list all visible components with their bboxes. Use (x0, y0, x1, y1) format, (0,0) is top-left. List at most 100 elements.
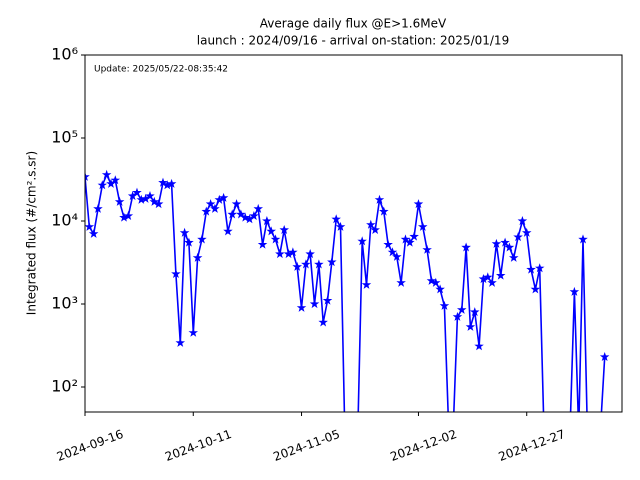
x-tick-label: 2024-10-11 (163, 427, 233, 464)
data-point (591, 427, 601, 436)
data-point (132, 187, 142, 197)
data-point (158, 177, 168, 187)
data-point (522, 227, 532, 237)
x-tick-label: 2024-09-16 (55, 427, 125, 464)
data-point (405, 237, 415, 247)
data-point (218, 192, 229, 202)
data-point (153, 199, 164, 209)
data-point (366, 219, 376, 229)
data-point (231, 199, 242, 209)
data-point (418, 221, 428, 231)
data-point (240, 212, 250, 222)
data-point (435, 284, 445, 294)
data-point (119, 212, 129, 222)
data-point (400, 234, 411, 244)
data-point (578, 234, 588, 244)
data-point (296, 302, 307, 312)
data-point (383, 239, 393, 249)
data-point (431, 277, 441, 287)
data-point (340, 427, 350, 436)
data-point (565, 427, 575, 436)
x-tick-label: 2024-11-05 (271, 427, 341, 464)
data-point (413, 199, 424, 209)
data-point (478, 274, 489, 284)
y-tick-label: 10⁵ (51, 128, 78, 147)
chart-subtitle: launch : 2024/09/16 - arrival on-station… (197, 34, 509, 48)
data-point (331, 214, 341, 224)
data-point (392, 251, 402, 261)
data-point (262, 216, 272, 226)
data-point (596, 427, 606, 436)
data-point (513, 232, 523, 242)
data-point (188, 327, 198, 337)
data-point (322, 295, 333, 305)
data-point (205, 199, 216, 209)
data-point (370, 225, 380, 234)
data-point (171, 269, 181, 278)
data-point (491, 238, 502, 248)
data-point (309, 299, 320, 309)
data-point (509, 252, 519, 262)
data-point (140, 193, 151, 203)
data-point (123, 211, 134, 220)
data-point (387, 247, 398, 257)
data-point (257, 239, 268, 249)
data-point (110, 175, 121, 185)
data-point (292, 261, 302, 271)
data-point (305, 249, 315, 259)
data-point (396, 277, 406, 287)
data-point (279, 225, 289, 234)
data-point (353, 427, 363, 436)
data-point (85, 221, 95, 231)
data-point (214, 194, 224, 204)
data-point (409, 231, 419, 241)
data-point (179, 227, 190, 237)
chart-title: Average daily flux @E>1.6MeV (260, 17, 447, 31)
data-point (210, 203, 220, 213)
data-point (145, 191, 155, 201)
data-point (249, 211, 259, 220)
data-point (288, 247, 298, 257)
data-point (275, 249, 285, 259)
data-point (357, 236, 367, 246)
data-point (184, 237, 194, 247)
data-point (223, 226, 233, 236)
data-point (253, 203, 263, 213)
data-point (574, 427, 584, 436)
x-tick-label: 2024-12-02 (388, 427, 458, 464)
data-point (283, 249, 294, 259)
series-line (85, 172, 606, 412)
y-tick-label: 10⁴ (51, 211, 78, 230)
data-point (314, 259, 324, 269)
data-point (487, 277, 497, 287)
data-point (587, 427, 597, 436)
data-point (201, 206, 211, 216)
data-point (149, 196, 159, 206)
data-point (327, 257, 337, 267)
data-point (457, 304, 467, 314)
y-tick-label: 10⁶ (51, 45, 78, 64)
axes-frame (84, 54, 623, 413)
data-point (197, 234, 207, 244)
data-point (114, 196, 125, 206)
data-point (270, 234, 281, 244)
data-point (101, 169, 112, 179)
data-point (349, 427, 359, 436)
plot-area (85, 169, 610, 436)
data-point (335, 221, 346, 231)
y-axis-label: Integrated flux (#/cm².s.sr) (25, 151, 39, 315)
data-point (192, 252, 203, 262)
data-point (301, 259, 311, 269)
data-point (452, 311, 463, 321)
x-tick-label: 2024-12-27 (497, 427, 567, 464)
data-point (266, 226, 276, 236)
data-point (465, 321, 476, 331)
data-point (470, 307, 480, 317)
data-point (535, 263, 545, 273)
data-point (439, 300, 450, 310)
data-point (88, 228, 99, 238)
data-point (569, 286, 580, 296)
data-point (426, 275, 437, 285)
data-point (496, 270, 506, 280)
data-point (227, 209, 237, 219)
